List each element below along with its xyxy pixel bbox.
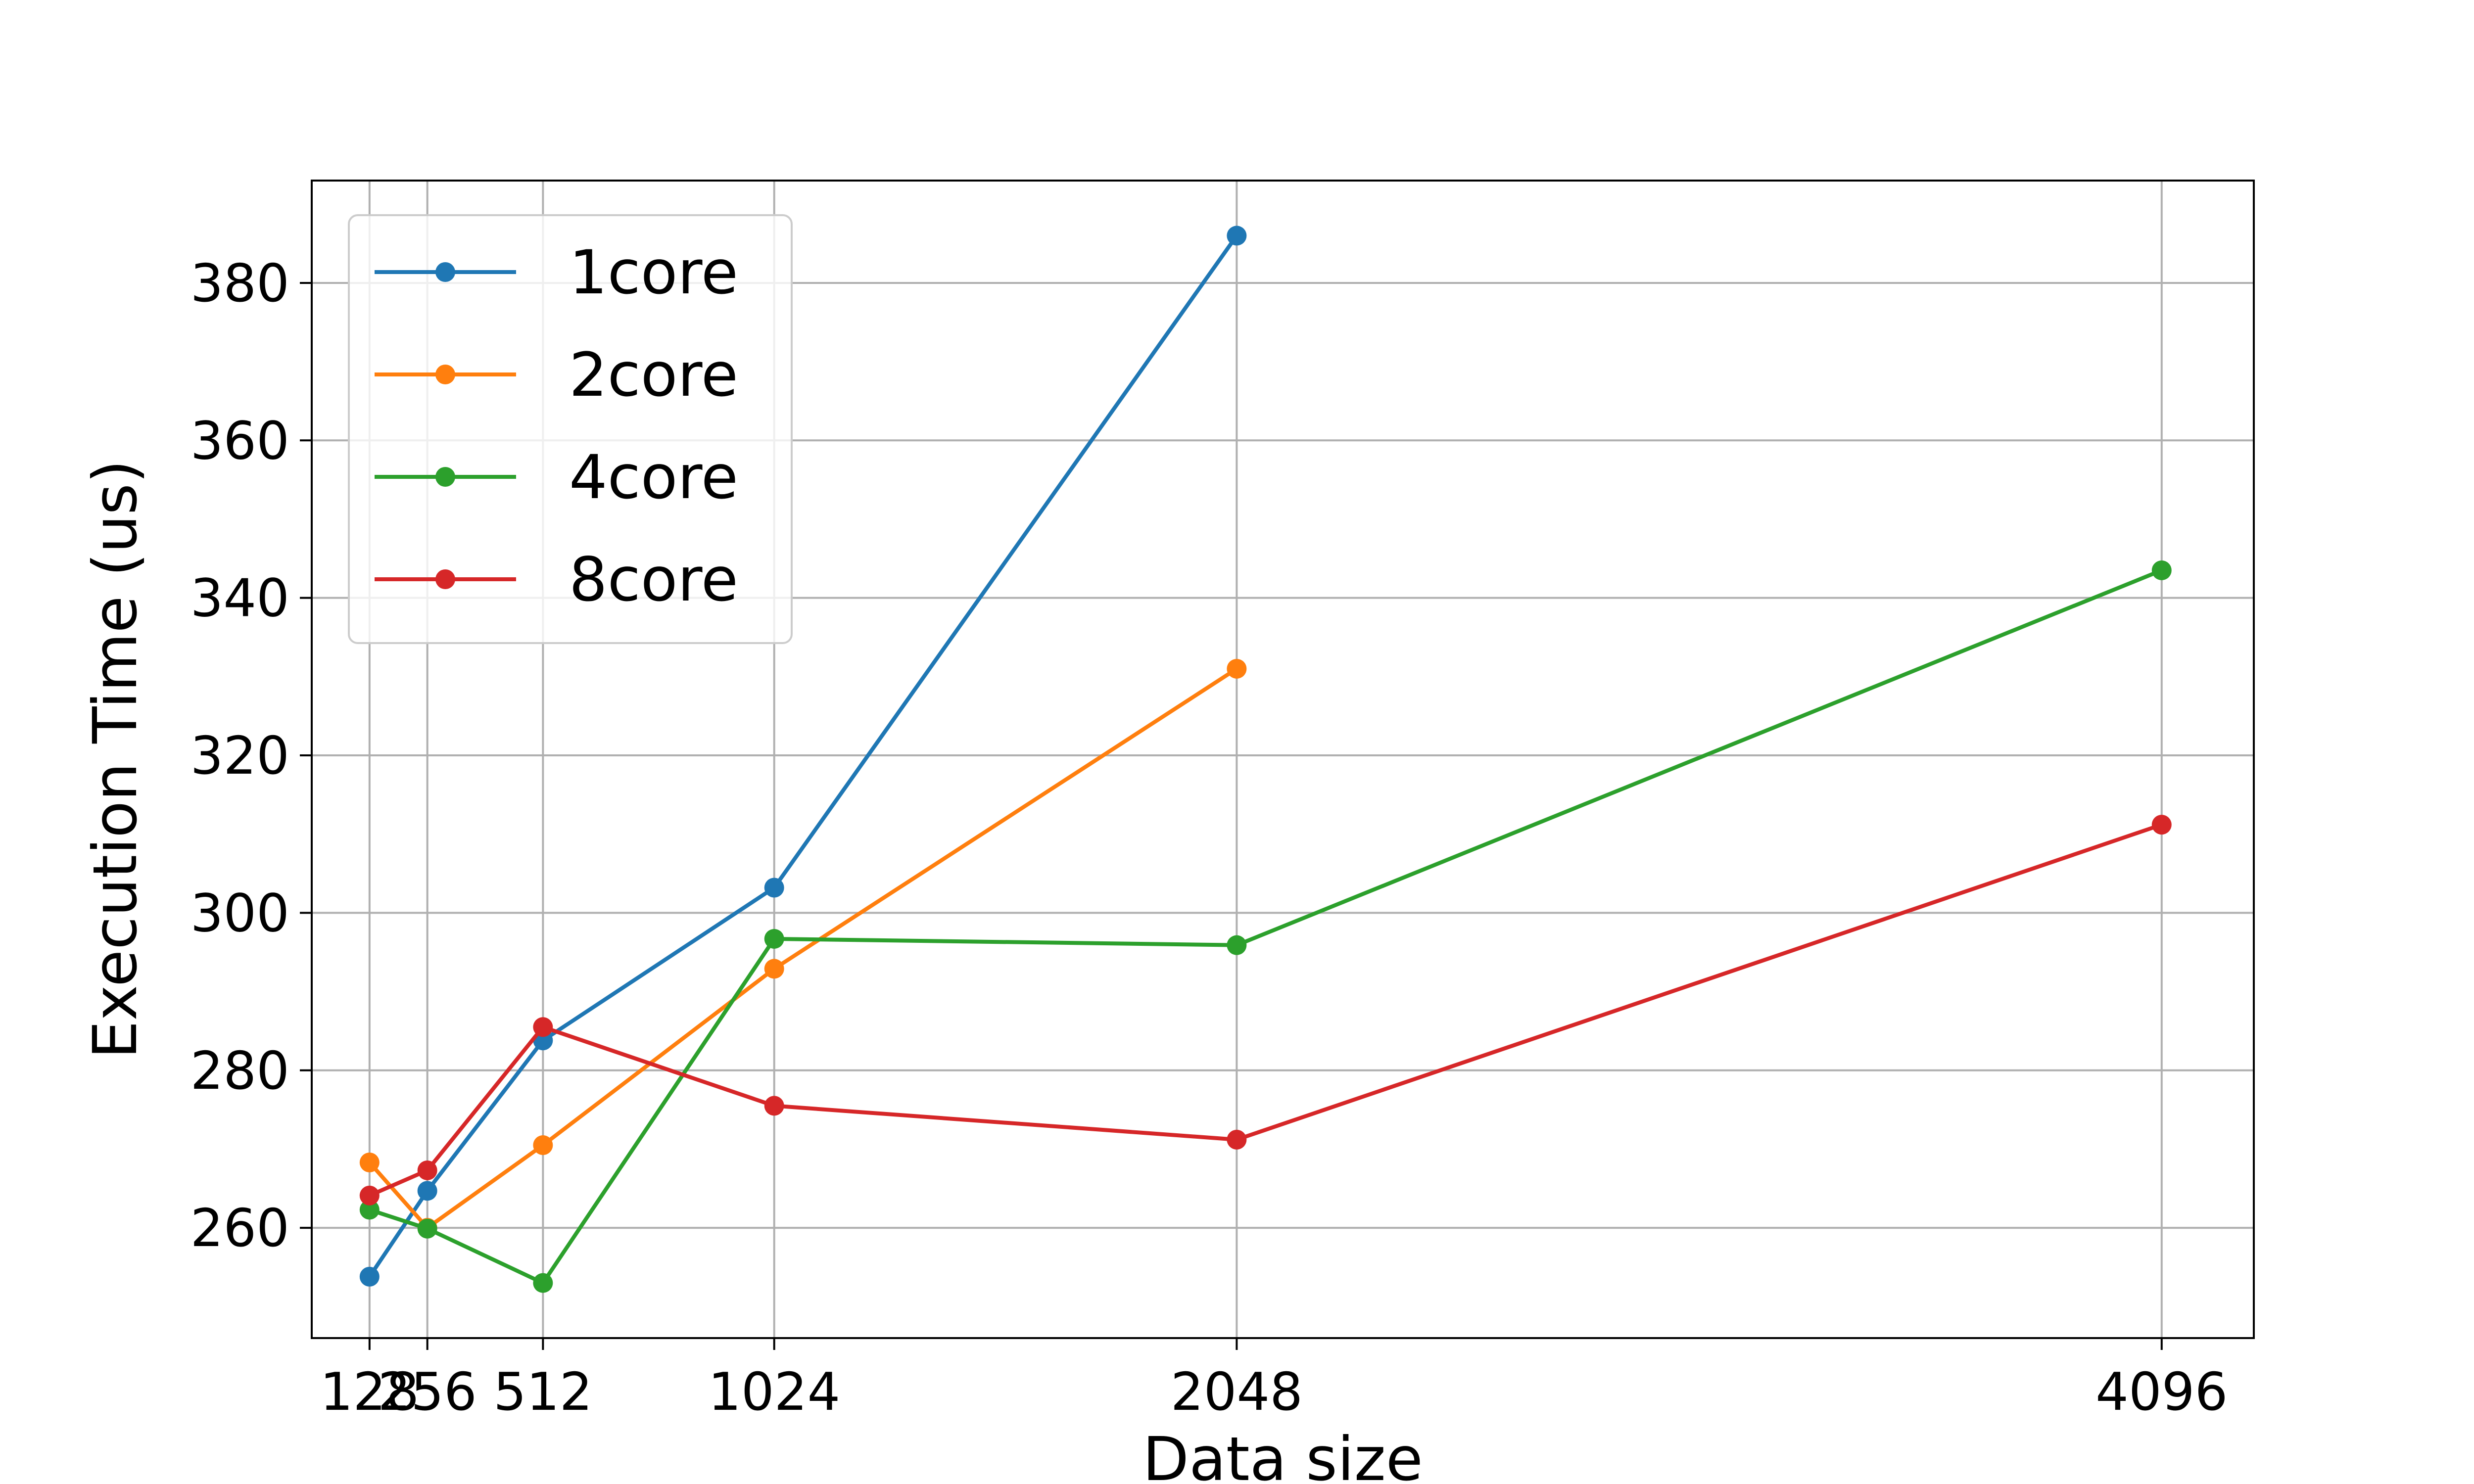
legend-item-4core: 4core — [375, 442, 738, 512]
legend-box — [348, 214, 793, 644]
legend-label: 8core — [569, 545, 738, 615]
x-tick-label: 2048 — [1171, 1362, 1303, 1422]
data-point-8core — [1227, 1129, 1247, 1150]
plot-frame — [311, 180, 2255, 1339]
data-point-8core — [359, 1185, 380, 1206]
data-point-1core — [1227, 226, 1247, 246]
y-tick-label: 280 — [190, 1041, 289, 1101]
data-point-1core — [764, 878, 784, 898]
legend-item-8core: 8core — [375, 545, 738, 615]
legend-swatch-marker — [435, 467, 455, 487]
data-point-8core — [533, 1017, 553, 1037]
y-tick-label: 340 — [190, 568, 289, 629]
data-point-4core — [417, 1218, 437, 1239]
data-point-4core — [359, 1200, 380, 1220]
y-tick-label: 380 — [190, 253, 289, 314]
legend-item-1core: 1core — [375, 237, 738, 308]
legend: 1core 2core 4core 8core — [348, 214, 793, 644]
y-tick-label: 260 — [190, 1198, 289, 1258]
legend-swatch-marker — [435, 365, 455, 384]
data-point-2core — [1227, 658, 1247, 679]
data-point-4core — [1227, 935, 1247, 955]
series-1core — [359, 226, 1247, 1287]
y-tick-label: 360 — [190, 411, 289, 471]
series-8core — [359, 815, 2172, 1206]
data-point-4core — [533, 1273, 553, 1293]
legend-swatch-marker — [435, 569, 455, 589]
series-line-4core — [367, 568, 2164, 1285]
series-line-8core — [367, 823, 2164, 1198]
x-tick-label: 1024 — [708, 1362, 840, 1422]
y-axis-title: Execution Time (us) — [80, 460, 150, 1059]
x-tick-label: 4096 — [2095, 1362, 2228, 1422]
legend-item-2core: 2core — [375, 340, 738, 410]
legend-label: 4core — [569, 442, 738, 512]
x-tick-label: 512 — [493, 1362, 592, 1422]
y-tick-label: 300 — [190, 883, 289, 943]
series-4core — [359, 560, 2172, 1293]
data-point-1core — [359, 1266, 380, 1287]
series-group — [359, 226, 2172, 1293]
data-point-8core — [764, 1096, 784, 1116]
data-point-1core — [417, 1181, 437, 1201]
legend-swatch-marker — [435, 262, 455, 282]
x-axis-title: Data size — [1142, 1424, 1423, 1484]
data-point-2core — [359, 1153, 380, 1173]
x-tick-label: 256 — [378, 1362, 476, 1422]
legend-label: 1core — [569, 237, 738, 308]
y-tick-label: 320 — [190, 726, 289, 786]
data-point-8core — [2151, 815, 2172, 835]
data-point-4core — [2151, 560, 2172, 580]
data-point-2core — [764, 959, 784, 979]
legend-label: 2core — [569, 340, 738, 410]
x-tick-label: 128 — [320, 1362, 419, 1422]
data-point-2core — [533, 1135, 553, 1155]
data-point-4core — [764, 928, 784, 949]
data-point-8core — [417, 1160, 437, 1180]
